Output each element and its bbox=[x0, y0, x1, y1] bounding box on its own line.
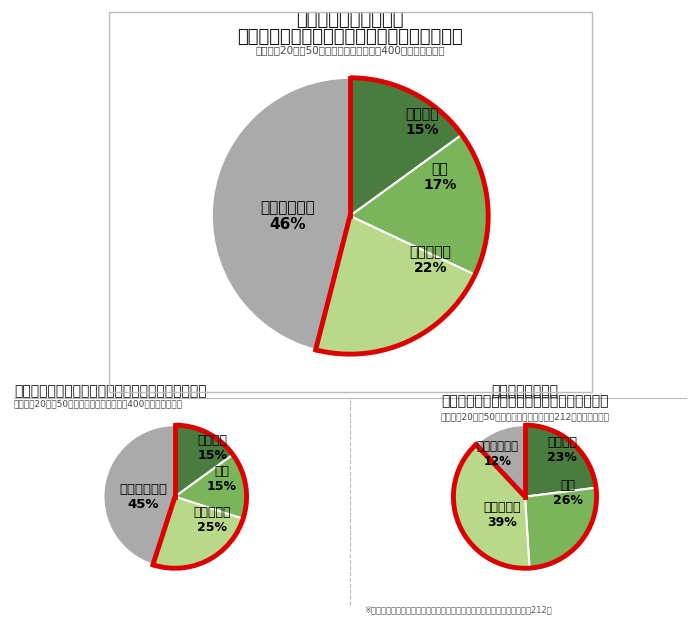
Wedge shape bbox=[316, 216, 475, 354]
Text: 全国男女20代～50代のオフィスワーカーの212名（単一回答）: 全国男女20代～50代のオフィスワーカーの212名（単一回答） bbox=[440, 412, 610, 421]
Text: ある
15%: ある 15% bbox=[206, 465, 237, 493]
Text: まったくない
45%: まったくない 45% bbox=[120, 482, 167, 511]
Wedge shape bbox=[153, 497, 243, 568]
Wedge shape bbox=[212, 78, 350, 350]
Text: たまにある
22%: たまにある 22% bbox=[410, 245, 451, 275]
Text: たまにある
25%: たまにある 25% bbox=[193, 505, 231, 534]
Text: 夏の便秘が辛いと感じたことはありますか？: 夏の便秘が辛いと感じたことはありますか？ bbox=[441, 394, 609, 408]
Wedge shape bbox=[350, 135, 488, 275]
Text: 便秘になりやすいと感じたことがありますか？: 便秘になりやすいと感じたことがありますか？ bbox=[237, 28, 463, 46]
Text: 他の季節に比べ、: 他の季節に比べ、 bbox=[491, 384, 559, 398]
Text: 冷えを感じる環境下で: 冷えを感じる環境下で bbox=[296, 11, 404, 29]
Text: 全国男女20代～50代のオフィスワーカーの400名（単一回答）: 全国男女20代～50代のオフィスワーカーの400名（単一回答） bbox=[14, 399, 183, 408]
Wedge shape bbox=[350, 78, 462, 216]
Wedge shape bbox=[175, 425, 233, 497]
Text: ※冷えを感じる環境下で便秘になりやすいと感じたことがあると回答した212名: ※冷えを感じる環境下で便秘になりやすいと感じたことがあると回答した212名 bbox=[364, 605, 552, 614]
Text: まったくない
12%: まったくない 12% bbox=[477, 440, 519, 468]
Text: ある
17%: ある 17% bbox=[423, 162, 456, 193]
Wedge shape bbox=[454, 444, 529, 568]
Text: 全国男女20代～50代のオフィスワーカー400名（単一回答）: 全国男女20代～50代のオフィスワーカー400名（単一回答） bbox=[256, 45, 444, 55]
Text: よくある
15%: よくある 15% bbox=[405, 107, 439, 137]
Text: まったくない
46%: まったくない 46% bbox=[260, 200, 315, 232]
Text: よくある
23%: よくある 23% bbox=[547, 436, 577, 464]
Wedge shape bbox=[104, 425, 175, 565]
Text: たまにある
39%: たまにある 39% bbox=[483, 500, 521, 529]
Wedge shape bbox=[525, 425, 596, 497]
Wedge shape bbox=[175, 455, 246, 519]
Text: よくある
15%: よくある 15% bbox=[197, 434, 228, 462]
Wedge shape bbox=[476, 425, 525, 497]
Text: ある
26%: ある 26% bbox=[553, 479, 583, 507]
Wedge shape bbox=[525, 487, 596, 568]
Text: 夏に便秘になりやすいと感じたことはありますか？: 夏に便秘になりやすいと感じたことはありますか？ bbox=[14, 384, 206, 398]
